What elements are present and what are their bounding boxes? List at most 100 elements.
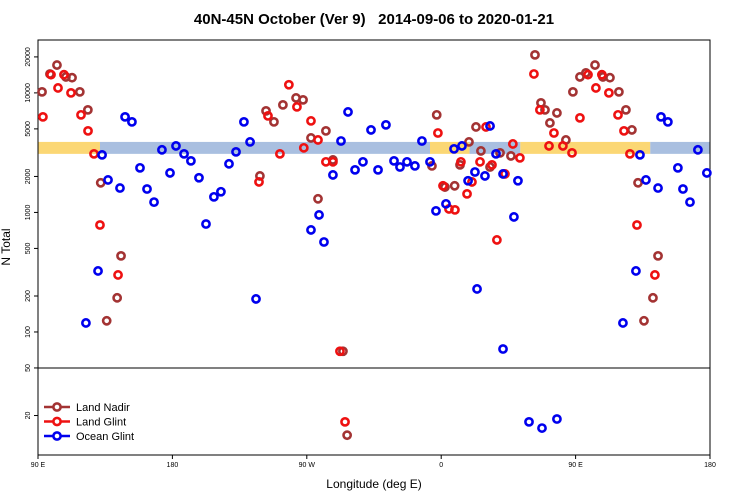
point: [641, 175, 651, 185]
x-tick-label: 90 E: [31, 462, 46, 469]
point: [678, 184, 688, 194]
point: [350, 164, 360, 175]
point: [298, 94, 308, 105]
point: [224, 158, 234, 169]
point: [127, 116, 137, 127]
point: [540, 104, 550, 115]
point: [38, 111, 48, 122]
point: [498, 169, 508, 179]
point: [492, 235, 502, 245]
point: [685, 197, 695, 208]
point: [115, 183, 125, 193]
point: [46, 69, 56, 80]
point: [449, 144, 459, 154]
point: [431, 205, 441, 216]
point: [449, 180, 460, 191]
point: [120, 111, 130, 122]
y-tick-label: 200: [25, 290, 32, 302]
point: [389, 155, 399, 166]
point: [342, 430, 353, 441]
point: [613, 109, 623, 120]
point: [648, 292, 658, 303]
point: [76, 109, 86, 120]
point: [59, 69, 69, 80]
x-tick-label: 90 E: [568, 462, 583, 469]
point: [491, 148, 501, 159]
point: [596, 69, 607, 80]
point: [101, 315, 112, 326]
y-tick-label: 5000: [25, 121, 32, 137]
point: [662, 116, 673, 127]
point: [475, 156, 485, 167]
point: [513, 175, 523, 186]
point: [366, 125, 376, 135]
point: [431, 109, 442, 120]
point: [450, 204, 460, 215]
point: [507, 139, 518, 149]
point: [631, 266, 641, 276]
point: [653, 250, 663, 261]
point: [93, 266, 103, 276]
point: [298, 142, 309, 153]
y-tick-label: 1000: [25, 205, 32, 221]
point: [395, 162, 405, 172]
point: [113, 270, 123, 280]
point: [635, 149, 645, 160]
y-axis-label: N Total: [0, 228, 13, 265]
point: [672, 162, 683, 173]
point: [618, 318, 628, 328]
point: [701, 168, 712, 178]
point: [544, 141, 554, 151]
point: [381, 119, 391, 130]
point: [530, 49, 540, 60]
legend-marker: [52, 416, 62, 427]
point: [549, 128, 559, 138]
point: [456, 156, 466, 167]
point: [545, 118, 555, 128]
point: [328, 156, 338, 167]
point: [171, 141, 181, 151]
point: [245, 137, 255, 147]
y-tick-label: 500: [25, 242, 32, 254]
point: [74, 86, 85, 97]
point: [157, 144, 167, 155]
series-2: [81, 107, 712, 433]
band-segment: [469, 141, 521, 154]
series-1: [38, 69, 660, 427]
legend-marker: [52, 431, 62, 441]
point: [306, 116, 316, 126]
point: [314, 210, 324, 220]
point: [621, 104, 631, 115]
point: [656, 111, 666, 122]
y-tick-label: 20000: [25, 47, 32, 67]
legend-marker: [52, 402, 62, 412]
point: [328, 170, 338, 180]
band-segment: [520, 141, 651, 154]
point: [135, 162, 145, 173]
chart-title: 40N-45N October (Ver 9) 2014-09-06 to 20…: [194, 11, 554, 28]
point: [373, 164, 383, 175]
point: [231, 146, 241, 157]
point: [480, 171, 490, 181]
point: [417, 136, 427, 146]
point: [626, 125, 637, 135]
point: [464, 137, 474, 147]
point: [83, 125, 93, 136]
point: [179, 148, 189, 159]
point: [590, 60, 600, 70]
point: [149, 197, 159, 208]
band-segment: [650, 141, 710, 154]
point: [239, 116, 249, 127]
point: [472, 284, 482, 294]
y-tick-label: 10000: [25, 83, 32, 103]
y-tick-label: 2000: [25, 169, 32, 185]
point: [476, 146, 486, 156]
point: [535, 104, 545, 115]
x-tick-label: 0: [439, 462, 443, 469]
point: [261, 105, 271, 116]
point: [485, 121, 495, 131]
point: [358, 156, 368, 167]
x-tick-label: 180: [167, 462, 179, 469]
point: [263, 111, 273, 121]
point: [425, 156, 435, 167]
